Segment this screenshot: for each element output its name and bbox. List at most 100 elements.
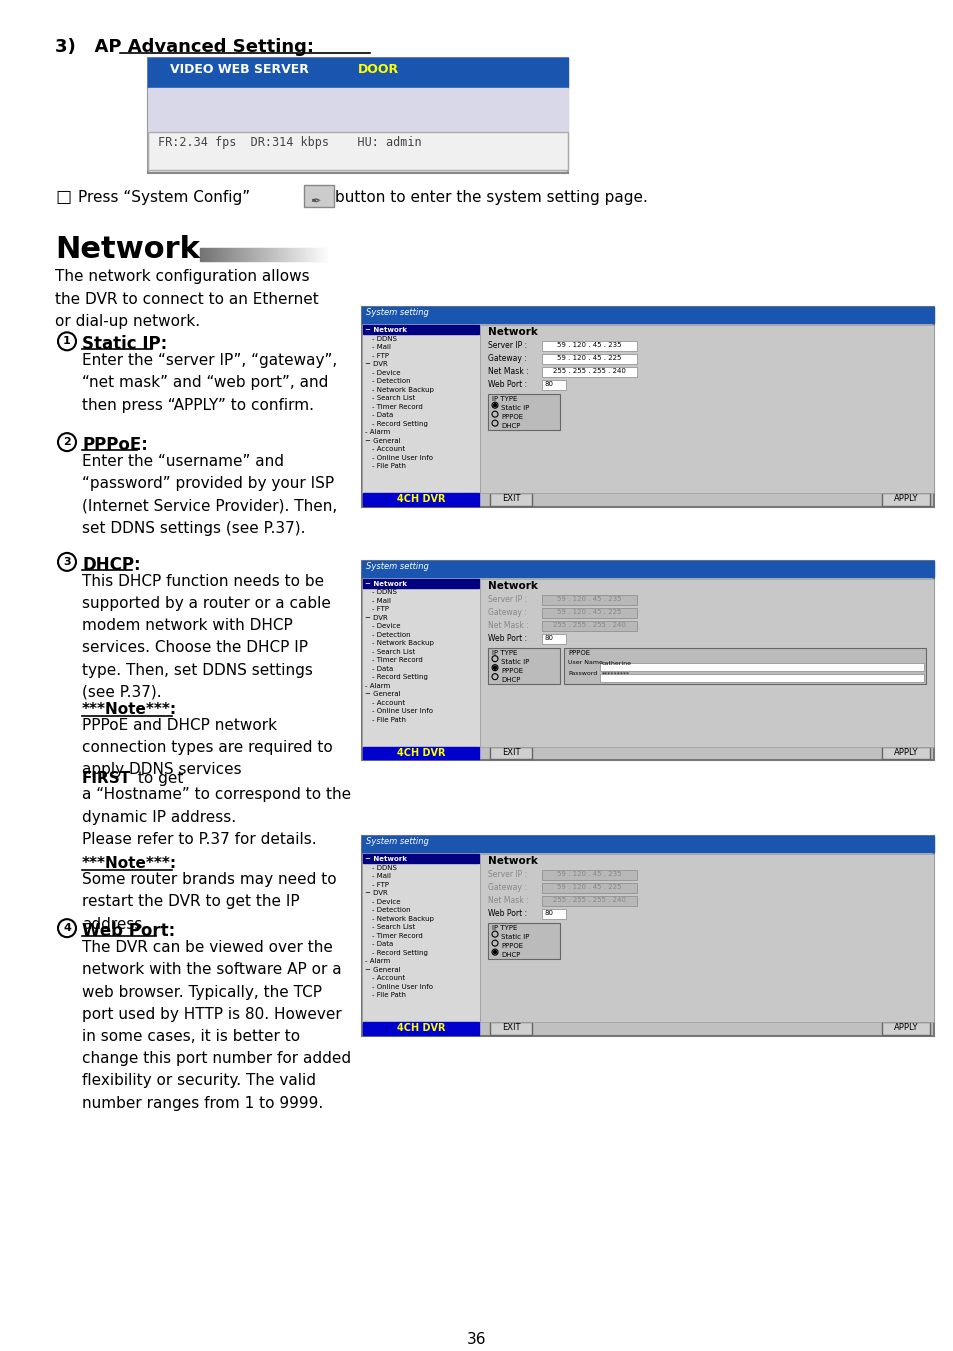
Bar — [541, 896, 637, 907]
Bar — [235, 247, 236, 262]
Text: - FTP: - FTP — [372, 353, 389, 359]
Bar — [488, 647, 559, 684]
Bar — [363, 1021, 478, 1035]
Bar — [274, 247, 275, 262]
Text: Static IP: Static IP — [500, 659, 529, 665]
Bar — [227, 247, 228, 262]
Text: APPLY: APPLY — [893, 747, 918, 757]
Bar — [306, 247, 307, 262]
Bar — [253, 247, 254, 262]
Text: ***Note***:: ***Note***: — [82, 701, 177, 716]
Text: 59 . 120 . 45 . 235: 59 . 120 . 45 . 235 — [557, 596, 620, 601]
Bar — [361, 561, 933, 761]
Text: FIRST: FIRST — [82, 771, 132, 786]
Bar — [294, 247, 295, 262]
Bar — [882, 747, 929, 759]
Bar — [361, 854, 479, 1021]
Text: - Data: - Data — [372, 666, 393, 671]
Text: - FTP: - FTP — [372, 607, 389, 612]
Bar — [293, 247, 294, 262]
Bar — [541, 594, 637, 605]
Bar — [249, 247, 250, 262]
Bar — [361, 836, 933, 1036]
Text: - Online User Info: - Online User Info — [372, 454, 433, 461]
Bar — [221, 247, 222, 262]
Bar — [311, 247, 312, 262]
Bar — [252, 247, 253, 262]
Text: - Alarm: - Alarm — [365, 958, 390, 965]
Bar — [541, 608, 637, 617]
Text: PPPOE: PPPOE — [567, 650, 590, 655]
Bar — [313, 247, 314, 262]
Bar — [214, 247, 215, 262]
Bar — [267, 247, 268, 262]
Text: − Network: − Network — [365, 327, 407, 334]
Bar — [219, 247, 220, 262]
Text: DHCP:: DHCP: — [82, 555, 140, 574]
Text: - DDNS: - DDNS — [372, 865, 396, 871]
Text: Net Mask :: Net Mask : — [488, 367, 528, 377]
Text: − Network: − Network — [365, 581, 407, 586]
Bar — [541, 634, 565, 643]
Text: 3)   AP Advanced Setting:: 3) AP Advanced Setting: — [55, 38, 314, 55]
Bar — [209, 247, 210, 262]
Bar — [262, 247, 263, 262]
Text: 4: 4 — [63, 923, 71, 934]
Text: - Data: - Data — [372, 942, 393, 947]
Circle shape — [493, 951, 496, 954]
Text: - Record Setting: - Record Setting — [372, 674, 428, 680]
Text: a “Hostname” to correspond to the
dynamic IP address.
Please refer to P.37 for d: a “Hostname” to correspond to the dynami… — [82, 788, 351, 847]
Text: 59 . 120 . 45 . 235: 59 . 120 . 45 . 235 — [557, 342, 620, 349]
Bar — [255, 247, 256, 262]
Text: Press “System Config”: Press “System Config” — [78, 189, 250, 204]
Text: DHCP: DHCP — [500, 952, 519, 958]
Bar — [242, 247, 243, 262]
Text: Static IP: Static IP — [500, 405, 529, 411]
Bar — [275, 247, 276, 262]
Text: Some router brands may need to
restart the DVR to get the IP
address.: Some router brands may need to restart t… — [82, 873, 336, 932]
Bar — [276, 247, 277, 262]
Bar — [320, 247, 322, 262]
Text: - Detection: - Detection — [372, 632, 410, 638]
Text: Web Port :: Web Port : — [488, 380, 527, 389]
Bar — [270, 247, 271, 262]
Text: System setting: System setting — [366, 562, 429, 571]
Bar — [308, 247, 309, 262]
Text: - Account: - Account — [372, 975, 405, 981]
Bar — [213, 247, 214, 262]
Text: − General: − General — [365, 692, 400, 697]
Text: − DVR: − DVR — [365, 890, 387, 896]
Bar — [363, 747, 478, 759]
Bar — [264, 247, 265, 262]
Text: APPLY: APPLY — [893, 494, 918, 503]
Text: 3: 3 — [63, 557, 71, 567]
Text: - FTP: - FTP — [372, 882, 389, 888]
Text: 36: 36 — [467, 1332, 486, 1347]
Text: EXIT: EXIT — [501, 1023, 519, 1032]
Bar — [289, 247, 290, 262]
Text: PPPOE: PPPOE — [500, 415, 522, 420]
Text: PPPOE: PPPOE — [500, 667, 522, 674]
Text: − Network: − Network — [365, 857, 407, 862]
Text: - Alarm: - Alarm — [365, 430, 390, 435]
Text: - Mail: - Mail — [372, 597, 391, 604]
Bar — [251, 247, 252, 262]
Bar — [301, 247, 302, 262]
Bar — [282, 247, 283, 262]
Bar — [239, 247, 240, 262]
Text: Enter the “server IP”, “gateway”,
“net mask” and “web port”, and
then press “APP: Enter the “server IP”, “gateway”, “net m… — [82, 354, 337, 412]
Text: - Search List: - Search List — [372, 396, 415, 401]
Bar — [541, 870, 637, 881]
Text: Network: Network — [55, 235, 200, 263]
Text: - File Path: - File Path — [372, 716, 406, 723]
Text: 4CH DVR: 4CH DVR — [396, 747, 445, 758]
Text: - Search List: - Search List — [372, 924, 415, 929]
Text: DOOR: DOOR — [357, 63, 398, 76]
Text: PPPoE:: PPPoE: — [82, 436, 148, 454]
Bar — [244, 247, 245, 262]
Bar — [148, 132, 567, 170]
Text: This DHCP function needs to be
supported by a router or a cable
modem network wi: This DHCP function needs to be supported… — [82, 574, 331, 700]
Text: 1: 1 — [63, 336, 71, 346]
Bar — [363, 854, 478, 863]
Bar — [220, 247, 221, 262]
